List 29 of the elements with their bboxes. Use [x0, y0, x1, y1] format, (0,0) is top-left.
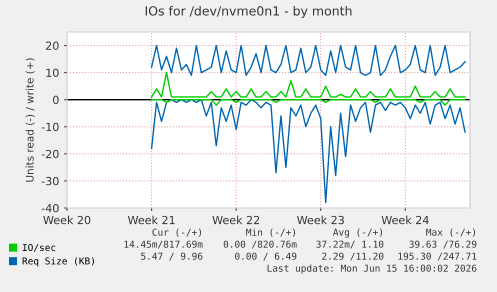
text: Last update: Mon Jun 15 16:00:02 2026 — [268, 264, 476, 274]
text: 195.30 /247.71 — [398, 252, 476, 261]
y-tick-label: 10 — [46, 68, 59, 77]
y-tick-label: -30 — [42, 176, 59, 186]
text: 2.29 /11.20 — [322, 252, 384, 261]
text: Max (-/+) — [426, 228, 476, 237]
chart-title: IOs for /dev/nvme0n1 - by month — [146, 6, 352, 18]
y-tick-label: -10 — [42, 122, 59, 132]
legend-label: Req Size (KB) — [22, 257, 94, 266]
text: 14.45m/817.69m — [124, 240, 203, 249]
y-tick-label: -20 — [42, 150, 59, 158]
text: 39.63 /76.29 — [409, 240, 476, 249]
x-tick-label: Week 20 — [43, 216, 90, 224]
y-tick-label: -40 — [42, 204, 59, 212]
legend-label: IO/sec — [22, 244, 56, 252]
text: Min (-/+) — [246, 228, 296, 237]
x-tick-label: Week 21 — [128, 216, 175, 224]
y-tick-label: 0 — [53, 96, 59, 104]
y-tick-label: 20 — [46, 42, 59, 50]
text: 0.00 / 6.49 — [235, 252, 296, 261]
text: Cur (-/+) — [152, 228, 202, 237]
y-axis-title: Units read (-) / write (+) — [26, 58, 35, 182]
text: 0.00 /820.76m — [224, 240, 297, 249]
x-tick-label: Week 24 — [382, 216, 429, 224]
text: 5.47 / 9.96 — [141, 252, 202, 261]
x-tick-label: Week 23 — [297, 216, 344, 224]
text: Avg (-/+) — [333, 228, 382, 238]
x-tick-label: Week 22 — [212, 216, 260, 224]
text: 37.22m/ 1.10 — [316, 240, 384, 249]
